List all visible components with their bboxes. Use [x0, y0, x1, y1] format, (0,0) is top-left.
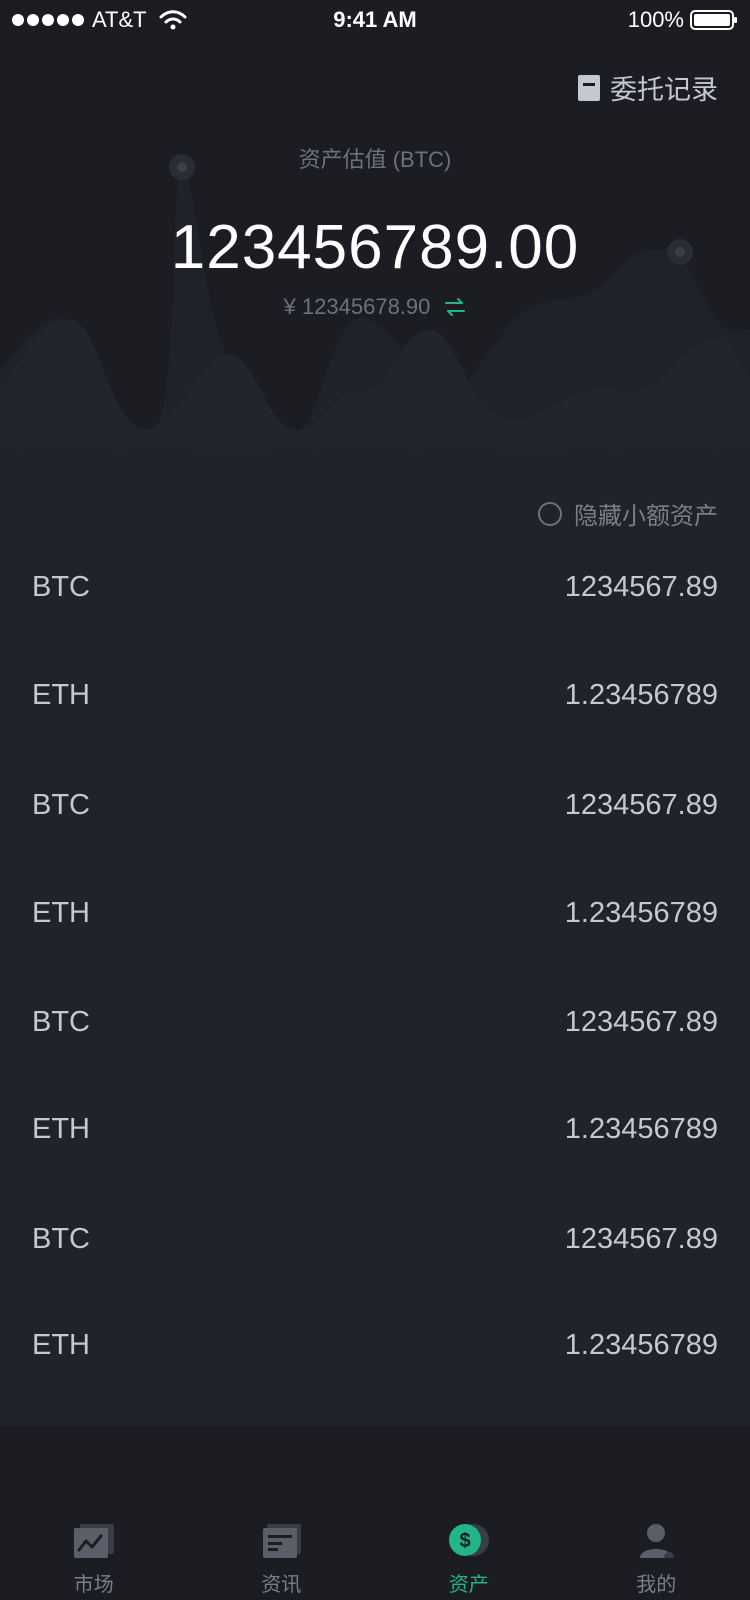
wifi-icon [159, 10, 187, 30]
asset-row[interactable]: ETH 1.23456789 [0, 1290, 750, 1400]
asset-name: BTC [32, 1222, 90, 1255]
tab-news-label: 资讯 [261, 1574, 302, 1596]
asset-amount: 1.23456789 [564, 896, 718, 929]
tab-market-label: 市场 [73, 1574, 114, 1596]
hide-small-assets-label: 隐藏小额资产 [574, 503, 718, 530]
tab-mine-label: 我的 [636, 1574, 677, 1596]
asset-row[interactable]: BTC 1234567.89 [0, 750, 750, 860]
asset-row[interactable]: ETH 1.23456789 [0, 858, 750, 968]
asset-list: 隐藏小额资产 BTC 1234567.89 ETH 1.23456789 BTC… [0, 470, 750, 1426]
order-record-button[interactable]: 委托记录 [578, 68, 718, 107]
asset-row[interactable]: BTC 1234567.89 [0, 1184, 750, 1294]
asset-row[interactable]: BTC 1234567.89 [0, 532, 750, 642]
news-icon [263, 1524, 302, 1558]
battery-percent: 100% [627, 7, 684, 32]
status-right: 100% [628, 7, 738, 33]
asset-name: BTC [32, 570, 90, 603]
asset-row[interactable]: ETH 1.23456789 [0, 640, 750, 750]
user-icon [640, 1524, 675, 1558]
battery-icon [690, 10, 737, 30]
asset-row[interactable]: BTC 1234567.89 [0, 967, 750, 1077]
asset-amount: 1.23456789 [564, 1328, 718, 1361]
asset-amount: 1234567.89 [564, 1005, 718, 1038]
asset-cny-row: ¥ 12345678.90 [0, 294, 750, 320]
asset-name: ETH [32, 678, 90, 711]
asset-valuation-label: 资产估值 (BTC) [298, 147, 452, 172]
asset-amount: 1234567.89 [564, 788, 718, 821]
document-icon [578, 74, 600, 101]
carrier-name: AT&T [92, 7, 147, 32]
dollar-icon: $ [448, 1524, 489, 1556]
asset-name: ETH [32, 1328, 90, 1361]
status-left: AT&T [12, 7, 187, 33]
svg-text:$: $ [459, 1530, 470, 1552]
asset-amount: 1234567.89 [564, 570, 718, 603]
tab-bar: 市场 资讯 $ 资产 我的 [0, 1500, 750, 1600]
asset-amount: 1234567.89 [564, 1222, 718, 1255]
wave-background [0, 154, 750, 470]
tab-mine[interactable]: 我的 [563, 1500, 750, 1600]
asset-total-value: 123456789.00 [170, 213, 580, 282]
tab-news[interactable]: 资讯 [188, 1500, 376, 1600]
asset-header: 委托记录 资产估值 (BTC) 123456789.00 ¥ 12345678.… [0, 0, 750, 470]
tab-assets-label: 资产 [448, 1574, 489, 1596]
asset-name: ETH [32, 896, 90, 929]
swap-icon[interactable] [444, 298, 466, 316]
asset-cny-value: ¥ 12345678.90 [283, 294, 431, 319]
tab-assets[interactable]: $ 资产 [375, 1500, 563, 1600]
order-record-label: 委托记录 [610, 75, 718, 105]
tab-market[interactable]: 市场 [0, 1500, 188, 1600]
asset-name: BTC [32, 788, 90, 821]
asset-name: BTC [32, 1005, 90, 1038]
asset-amount: 1.23456789 [564, 1112, 718, 1145]
status-bar: AT&T 9:41 AM 100% [0, 0, 750, 40]
signal-strength-icon [12, 14, 84, 26]
hide-small-assets-toggle[interactable]: 隐藏小额资产 [538, 496, 718, 531]
radio-unchecked-icon[interactable] [538, 501, 562, 526]
status-time: 9:41 AM [333, 7, 417, 32]
asset-row[interactable]: ETH 1.23456789 [0, 1074, 750, 1184]
asset-amount: 1.23456789 [564, 678, 718, 711]
chart-icon [73, 1524, 114, 1558]
asset-name: ETH [32, 1112, 90, 1145]
